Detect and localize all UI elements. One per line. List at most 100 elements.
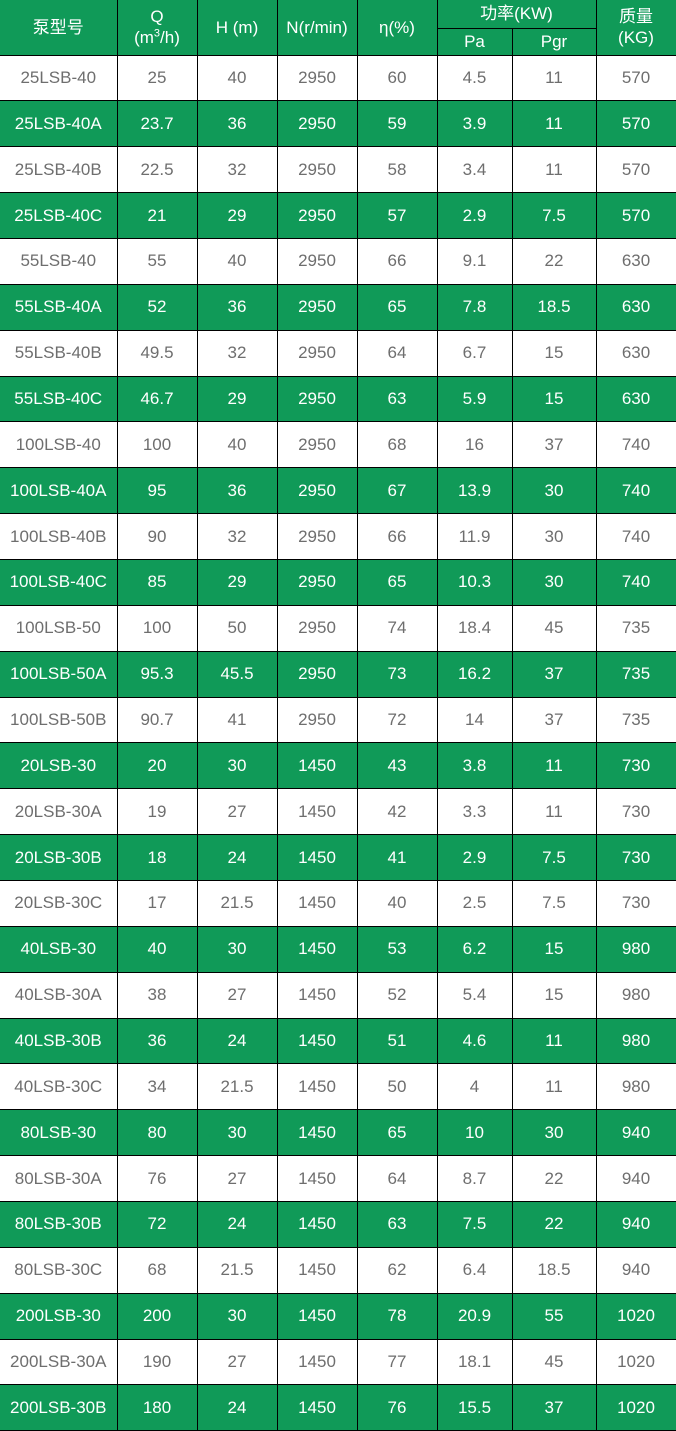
cell-efficiency: 66: [356, 237, 438, 285]
cell-head-h: 21.5: [196, 1063, 278, 1111]
cell-power-pgr: 11: [511, 146, 597, 194]
cell-head-h: 30: [196, 1109, 278, 1157]
cell-mass: 730: [595, 742, 676, 790]
header-pump-model: 泵型号: [0, 0, 118, 56]
cell-mass: 980: [595, 971, 676, 1019]
cell-power-pgr: 45: [511, 1338, 597, 1386]
cell-flow-q: 23.7: [116, 100, 198, 148]
cell-power-pa: 13.9: [436, 467, 513, 515]
cell-efficiency: 52: [356, 971, 438, 1019]
cell-speed-n: 1450: [276, 834, 358, 881]
header-flow-q: Q (m3/h): [116, 0, 198, 56]
cell-pump-model: 200LSB-30A: [0, 1338, 118, 1386]
table-row: 55LSB-40C 46.7 29 2950 63 5.9 15 630: [0, 375, 676, 423]
table-row: 20LSB-30B 18 24 1450 41 2.9 7.5 730: [0, 834, 676, 881]
cell-flow-q: 36: [116, 1017, 198, 1065]
cell-pump-model: 20LSB-30A: [0, 788, 118, 836]
cell-flow-q: 95: [116, 467, 198, 515]
cell-power-pa: 3.3: [436, 788, 513, 836]
cell-power-pa: 6.4: [436, 1246, 513, 1294]
table-row: 100LSB-50B 90.7 41 2950 72 14 37 735: [0, 696, 676, 744]
cell-efficiency: 50: [356, 1063, 438, 1111]
cell-power-pgr: 15: [511, 375, 597, 423]
cell-power-pgr: 7.5: [511, 192, 597, 239]
cell-efficiency: 62: [356, 1246, 438, 1294]
cell-flow-q: 52: [116, 283, 198, 331]
cell-speed-n: 1450: [276, 1246, 358, 1294]
cell-efficiency: 57: [356, 192, 438, 239]
cell-speed-n: 2950: [276, 329, 358, 377]
cell-flow-q: 49.5: [116, 329, 198, 377]
cell-flow-q: 180: [116, 1384, 198, 1431]
cell-speed-n: 2950: [276, 237, 358, 285]
cell-efficiency: 77: [356, 1338, 438, 1386]
table-row: 200LSB-30B 180 24 1450 76 15.5 37 1020: [0, 1384, 676, 1431]
table-row: 100LSB-50A 95.3 45.5 2950 73 16.2 37 735: [0, 650, 676, 698]
cell-power-pa: 2.5: [436, 879, 513, 927]
cell-pump-model: 55LSB-40B: [0, 329, 118, 377]
cell-head-h: 27: [196, 1155, 278, 1202]
cell-flow-q: 22.5: [116, 146, 198, 194]
cell-power-pgr: 30: [511, 513, 597, 560]
cell-power-pgr: 7.5: [511, 834, 597, 881]
cell-pump-model: 40LSB-30A: [0, 971, 118, 1019]
cell-speed-n: 2950: [276, 54, 358, 102]
cell-mass: 570: [595, 100, 676, 148]
table-row: 80LSB-30B 72 24 1450 63 7.5 22 940: [0, 1200, 676, 1248]
cell-mass: 730: [595, 788, 676, 836]
cell-power-pgr: 37: [511, 421, 597, 469]
cell-mass: 735: [595, 696, 676, 744]
cell-head-h: 21.5: [196, 1246, 278, 1294]
cell-mass: 980: [595, 925, 676, 973]
cell-efficiency: 65: [356, 558, 438, 606]
table-row: 100LSB-40B 90 32 2950 66 11.9 30 740: [0, 513, 676, 560]
table-row: 20LSB-30A 19 27 1450 42 3.3 11 730: [0, 788, 676, 836]
cell-mass: 740: [595, 421, 676, 469]
cell-head-h: 32: [196, 513, 278, 560]
header-mass-label: 质量: [619, 7, 653, 26]
cell-efficiency: 67: [356, 467, 438, 515]
cell-mass: 940: [595, 1200, 676, 1248]
cell-speed-n: 2950: [276, 558, 358, 606]
header-mass-unit: (KG): [618, 28, 654, 48]
cell-head-h: 32: [196, 146, 278, 194]
cell-power-pa: 3.9: [436, 100, 513, 148]
header-power-pa: Pa: [437, 27, 513, 56]
cell-flow-q: 72: [116, 1200, 198, 1248]
cell-flow-q: 190: [116, 1338, 198, 1386]
cell-power-pgr: 11: [511, 742, 597, 790]
cell-pump-model: 25LSB-40C: [0, 192, 118, 239]
cell-head-h: 40: [196, 54, 278, 102]
cell-power-pgr: 37: [511, 1384, 597, 1431]
cell-pump-model: 200LSB-30: [0, 1292, 118, 1340]
cell-flow-q: 90: [116, 513, 198, 560]
cell-flow-q: 40: [116, 925, 198, 973]
cell-efficiency: 41: [356, 834, 438, 881]
cell-power-pa: 7.8: [436, 283, 513, 331]
cell-power-pa: 5.9: [436, 375, 513, 423]
cell-mass: 740: [595, 558, 676, 606]
table-row: 55LSB-40 55 40 2950 66 9.1 22 630: [0, 237, 676, 285]
cell-pump-model: 100LSB-40A: [0, 467, 118, 515]
cell-head-h: 29: [196, 558, 278, 606]
cell-power-pa: 4.5: [436, 54, 513, 102]
cell-pump-model: 25LSB-40: [0, 54, 118, 102]
cell-speed-n: 1450: [276, 1200, 358, 1248]
cell-speed-n: 2950: [276, 100, 358, 148]
cell-pump-model: 40LSB-30C: [0, 1063, 118, 1111]
cell-mass: 740: [595, 467, 676, 515]
cell-power-pgr: 30: [511, 1109, 597, 1157]
cell-speed-n: 2950: [276, 192, 358, 239]
cell-head-h: 45.5: [196, 650, 278, 698]
cell-mass: 940: [595, 1155, 676, 1202]
header-efficiency-eta: η(%): [356, 0, 438, 56]
cell-efficiency: 74: [356, 604, 438, 652]
cell-head-h: 30: [196, 925, 278, 973]
cell-head-h: 40: [196, 237, 278, 285]
cell-power-pa: 15.5: [436, 1384, 513, 1431]
cell-head-h: 41: [196, 696, 278, 744]
cell-speed-n: 1450: [276, 1292, 358, 1340]
table-row: 80LSB-30 80 30 1450 65 10 30 940: [0, 1109, 676, 1157]
header-head-h: H (m): [196, 0, 278, 56]
